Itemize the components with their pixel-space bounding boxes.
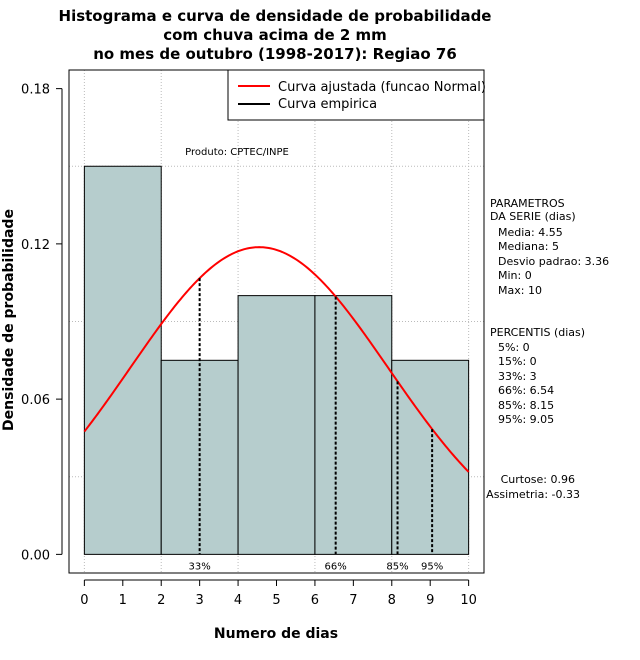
params-title-2: DA SERIE (dias): [490, 210, 576, 223]
x-tick-label-5: 5: [272, 593, 280, 608]
x-tick-label-7: 7: [349, 593, 357, 608]
param-desvio: Desvio padrao: 3.36: [498, 255, 609, 268]
axes: 0 1 2 3 4 5 6 7 8 9 10 0.00 0.06 0.12 0.18: [21, 69, 485, 608]
legend-box: [227, 69, 485, 121]
percentil-5: 5%: 0: [498, 341, 530, 354]
parameters-panel: PARAMETROS DA SERIE (dias) Media: 4.55 M…: [490, 197, 609, 297]
x-tick-label-6: 6: [311, 593, 319, 608]
percentil-95: 95%: 9.05: [498, 413, 554, 426]
percentil-66: 66%: 6.54: [498, 384, 554, 397]
y-tick-label-0: 0.00: [21, 548, 50, 563]
percentile-markers: 33% 66% 85% 95%: [189, 278, 443, 572]
x-tick-label-8: 8: [388, 593, 396, 608]
x-tick-label-9: 9: [426, 593, 434, 608]
percentil-33: 33%: 3: [498, 370, 537, 383]
legend-label-normal: Curva ajustada (funcao Normal): [278, 80, 486, 95]
legend: Curva ajustada (funcao Normal) Curva emp…: [227, 69, 486, 121]
normal-curve: [83, 246, 470, 473]
chart-title-line-1: Histograma e curva de densidade de proba…: [59, 7, 492, 25]
histogram-bar-0: [83, 165, 162, 555]
y-tick-label-1: 0.06: [21, 393, 50, 408]
histogram-bar-2: [237, 295, 316, 555]
x-tick-label-0: 0: [80, 593, 88, 608]
param-media: Media: 4.55: [498, 226, 563, 239]
param-min: Min: 0: [498, 269, 532, 282]
percentis-title: PERCENTIS (dias): [490, 326, 585, 339]
histogram-bars: [83, 165, 470, 555]
percentil-15: 15%: 0: [498, 355, 537, 368]
histogram-bar-3: [314, 295, 393, 555]
normal-curve-layer: [83, 246, 470, 473]
y-tick-label-2: 0.12: [21, 238, 50, 253]
percentile-label-95: 95%: [421, 561, 443, 572]
percentile-label-85: 85%: [386, 561, 408, 572]
percentile-label-66: 66%: [325, 561, 347, 572]
x-tick-label-10: 10: [460, 593, 477, 608]
y-tick-label-3: 0.18: [21, 83, 50, 98]
param-max: Max: 10: [498, 284, 542, 297]
curtose-text: Curtose: 0.96: [501, 473, 575, 486]
percentile-label-33: 33%: [189, 561, 211, 572]
x-tick-label-3: 3: [196, 593, 204, 608]
percentil-85: 85%: 8.15: [498, 399, 554, 412]
x-tick-label-1: 1: [119, 593, 127, 608]
chart-title-line-3: no mes de outubro (1998-2017): Regiao 76: [93, 45, 457, 63]
params-title-1: PARAMETROS: [490, 197, 565, 210]
product-label: Produto: CPTEC/INPE: [185, 147, 289, 158]
param-mediana: Mediana: 5: [498, 240, 559, 253]
x-tick-label-2: 2: [157, 593, 165, 608]
y-axis-label: Densidade de probabilidade: [1, 209, 17, 431]
x-axis-label: Numero de dias: [214, 626, 338, 642]
assimetria-text: Assimetria: -0.33: [486, 488, 580, 501]
x-tick-label-4: 4: [234, 593, 242, 608]
chart-title-line-2: com chuva acima de 2 mm: [163, 26, 387, 44]
legend-label-empirica: Curva empirica: [278, 97, 377, 112]
percentiles-panel: PERCENTIS (dias) 5%: 0 15%: 0 33%: 3 66%…: [490, 326, 585, 426]
